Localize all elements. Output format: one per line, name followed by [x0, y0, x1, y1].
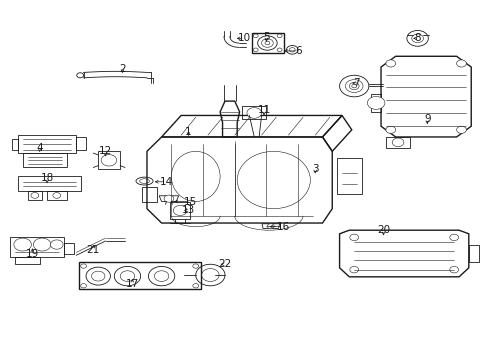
Circle shape: [267, 224, 274, 229]
Text: 8: 8: [413, 33, 420, 43]
Text: 11: 11: [257, 105, 270, 115]
Circle shape: [163, 195, 173, 202]
Circle shape: [173, 206, 186, 216]
Text: 10: 10: [238, 33, 250, 43]
Text: 13: 13: [182, 206, 195, 216]
Circle shape: [366, 96, 384, 109]
Text: 15: 15: [184, 197, 197, 207]
Text: 4: 4: [36, 143, 43, 153]
Text: 1: 1: [185, 127, 191, 136]
Text: 12: 12: [99, 146, 112, 156]
Circle shape: [456, 126, 466, 134]
Text: 16: 16: [276, 222, 289, 231]
Circle shape: [31, 193, 39, 198]
Text: 14: 14: [160, 177, 173, 187]
Circle shape: [385, 60, 395, 67]
Circle shape: [246, 108, 261, 118]
Text: 9: 9: [423, 114, 430, 124]
Text: 7: 7: [353, 78, 359, 88]
Text: 2: 2: [119, 64, 125, 74]
Circle shape: [101, 154, 117, 166]
Text: 18: 18: [41, 173, 54, 183]
Circle shape: [277, 34, 282, 38]
Circle shape: [81, 284, 86, 288]
Circle shape: [456, 60, 466, 67]
Circle shape: [449, 234, 458, 240]
Circle shape: [53, 193, 61, 198]
Text: 20: 20: [376, 225, 389, 235]
Text: 21: 21: [86, 245, 100, 255]
Text: 5: 5: [263, 32, 269, 41]
Circle shape: [192, 284, 198, 288]
Circle shape: [349, 234, 358, 240]
Circle shape: [253, 34, 258, 38]
Text: 19: 19: [26, 248, 39, 258]
Circle shape: [385, 126, 395, 134]
Text: 6: 6: [294, 46, 301, 56]
Circle shape: [277, 48, 282, 51]
Circle shape: [349, 266, 358, 273]
Text: 17: 17: [125, 279, 139, 289]
Circle shape: [50, 240, 63, 249]
Text: 3: 3: [311, 164, 318, 174]
Circle shape: [192, 264, 198, 268]
Circle shape: [14, 238, 31, 251]
Circle shape: [253, 48, 258, 51]
Circle shape: [391, 138, 403, 147]
Circle shape: [33, 238, 51, 251]
Circle shape: [81, 264, 86, 268]
Circle shape: [449, 266, 458, 273]
Text: 22: 22: [218, 259, 231, 269]
